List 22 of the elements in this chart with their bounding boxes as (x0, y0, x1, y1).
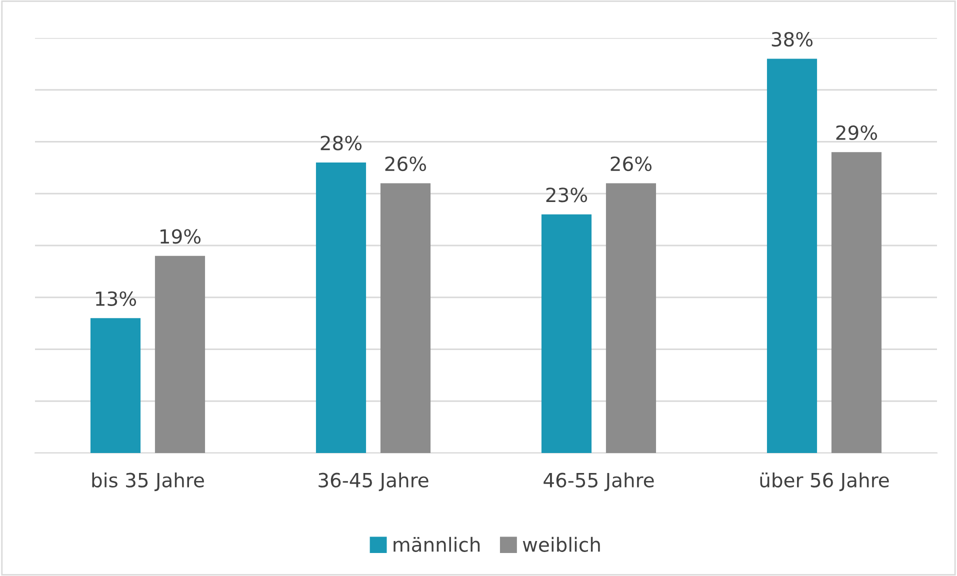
legend-label: männlich (394, 536, 480, 552)
x-tick-label: bis 35 Jahre (92, 472, 204, 492)
data-label: 26% (385, 156, 426, 172)
bar (316, 162, 366, 453)
bar (541, 214, 592, 453)
bar (90, 318, 141, 453)
data-label: 13% (96, 291, 136, 306)
bar (831, 152, 882, 453)
x-tick-label: über 56 Jahre (760, 472, 889, 492)
bar (766, 58, 818, 453)
data-label: 26% (610, 156, 652, 172)
data-label: 19% (160, 229, 201, 244)
bar (606, 183, 656, 453)
data-label: 28% (320, 136, 362, 150)
bar (380, 183, 431, 453)
bar (154, 256, 206, 453)
data-label: 38% (772, 32, 813, 47)
x-tick-label: 36-45 Jahre (318, 472, 428, 492)
data-label: 23% (546, 188, 588, 202)
legend-label: weiblich (522, 536, 600, 552)
x-tick-label: 46-55 Jahre (544, 472, 654, 492)
data-label: 29% (836, 125, 878, 140)
